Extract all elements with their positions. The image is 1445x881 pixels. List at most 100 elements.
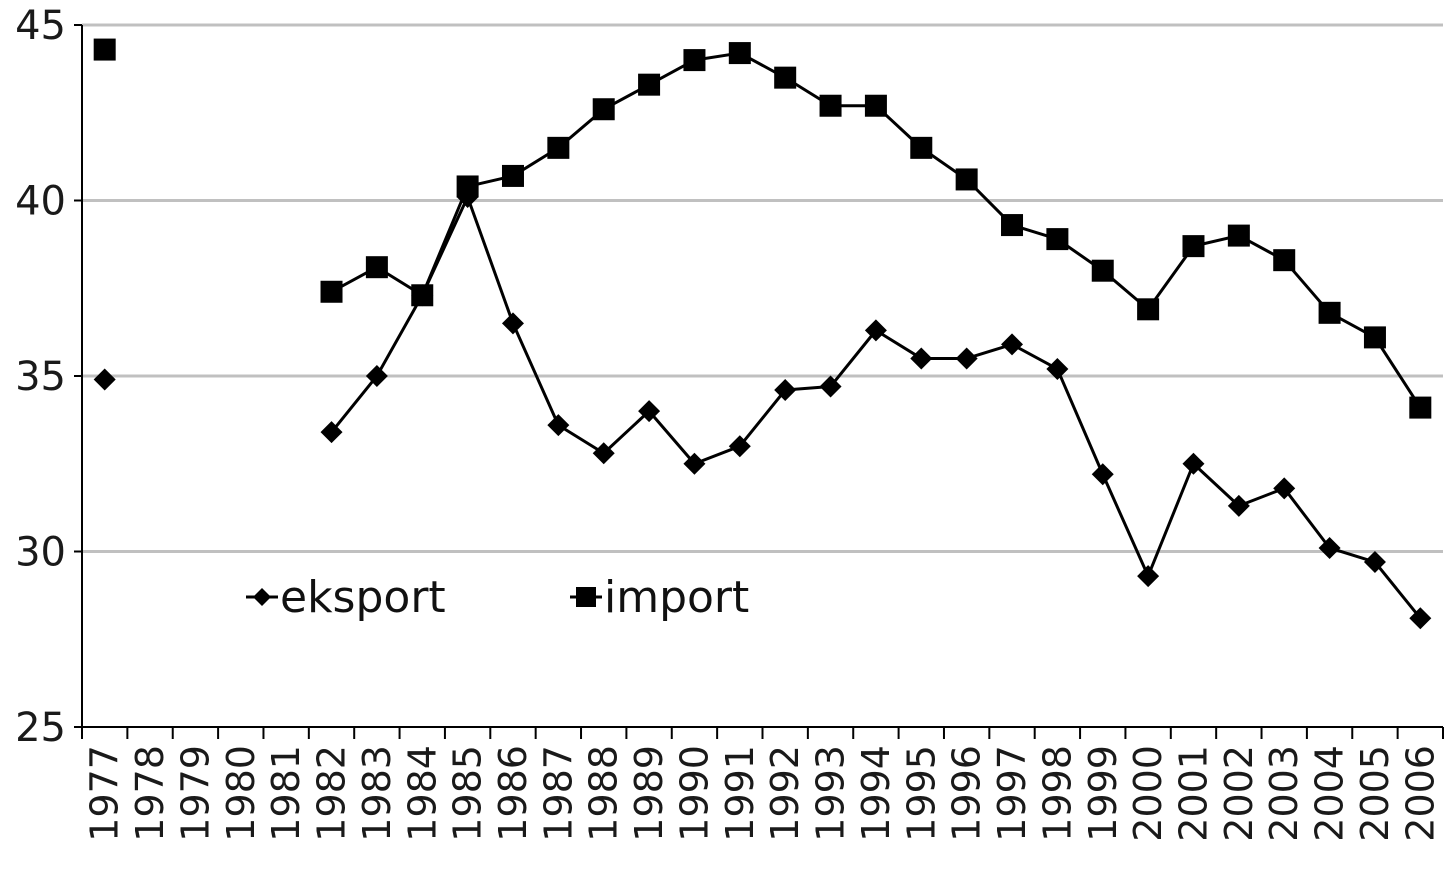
data-point-import bbox=[819, 94, 842, 117]
data-point-import bbox=[501, 164, 524, 187]
x-tick-label: 1977 bbox=[83, 745, 127, 842]
data-point-import bbox=[456, 175, 479, 198]
series-layer bbox=[93, 38, 1432, 630]
x-tick-label: 1978 bbox=[128, 745, 172, 842]
data-point-import bbox=[728, 42, 751, 65]
legend: eksport import bbox=[246, 572, 749, 623]
x-tick-label: 1992 bbox=[763, 745, 807, 842]
x-tick-label: 1985 bbox=[446, 745, 490, 842]
y-tick-label: 25 bbox=[15, 705, 66, 751]
data-point-eksport bbox=[1182, 452, 1205, 475]
data-point-eksport bbox=[320, 421, 343, 444]
grid-layer bbox=[82, 23, 1443, 553]
data-point-import bbox=[93, 38, 116, 61]
data-point-eksport bbox=[955, 347, 978, 370]
data-point-import bbox=[1227, 224, 1250, 247]
data-point-import bbox=[592, 98, 615, 121]
data-point-import bbox=[683, 49, 706, 72]
data-point-import bbox=[864, 94, 887, 117]
data-point-import bbox=[638, 73, 661, 96]
data-point-eksport bbox=[1137, 565, 1160, 588]
x-tick-label: 1988 bbox=[582, 745, 626, 842]
legend-item-import: import bbox=[570, 572, 749, 623]
data-point-eksport bbox=[1227, 494, 1250, 517]
data-point-eksport bbox=[547, 414, 570, 437]
data-point-import bbox=[1363, 326, 1386, 349]
y-tick-label: 35 bbox=[15, 354, 66, 400]
data-point-eksport bbox=[1273, 477, 1296, 500]
data-point-eksport bbox=[774, 379, 797, 402]
x-tick-label: 1982 bbox=[310, 745, 354, 842]
data-point-eksport bbox=[910, 347, 933, 370]
data-point-eksport bbox=[728, 435, 751, 458]
data-point-import bbox=[1001, 214, 1024, 237]
x-tick-label: 1991 bbox=[718, 745, 762, 842]
data-point-import bbox=[774, 66, 797, 89]
y-tick-label: 40 bbox=[15, 179, 66, 225]
data-point-import bbox=[1318, 301, 1341, 324]
data-point-import bbox=[1273, 249, 1296, 272]
x-tick-label: 1983 bbox=[355, 745, 399, 842]
x-tick-label: 1986 bbox=[491, 745, 535, 842]
data-point-import bbox=[320, 280, 343, 303]
x-tick-label: 1999 bbox=[1081, 745, 1125, 842]
x-tick-label: 2000 bbox=[1126, 745, 1170, 842]
legend-label: eksport bbox=[280, 572, 446, 623]
data-point-import bbox=[955, 168, 978, 191]
data-point-eksport bbox=[501, 312, 524, 335]
data-point-import bbox=[365, 256, 388, 279]
x-tick-label: 1998 bbox=[1035, 745, 1079, 842]
data-point-import bbox=[910, 136, 933, 159]
x-tick-label: 2002 bbox=[1217, 745, 1261, 842]
x-tick-label: 2005 bbox=[1353, 745, 1397, 842]
data-point-eksport bbox=[365, 365, 388, 387]
x-tick-label: 1997 bbox=[990, 745, 1034, 842]
x-tick-label: 1994 bbox=[854, 745, 898, 842]
data-point-eksport bbox=[638, 400, 661, 423]
x-tick-label: 2003 bbox=[1262, 745, 1306, 842]
x-tick-label: 1990 bbox=[672, 745, 716, 842]
x-tick-label: 2006 bbox=[1398, 745, 1442, 842]
data-point-import bbox=[1046, 228, 1069, 251]
data-point-eksport bbox=[1409, 607, 1432, 630]
data-point-import bbox=[1137, 298, 1160, 321]
data-point-eksport bbox=[1318, 536, 1341, 559]
data-point-import bbox=[547, 136, 570, 159]
legend-marker-square bbox=[576, 587, 596, 607]
series-line-eksport bbox=[330, 195, 1422, 620]
x-tick-label: 1984 bbox=[400, 745, 444, 842]
data-point-eksport bbox=[592, 442, 615, 465]
x-tick-label: 1996 bbox=[945, 745, 989, 842]
data-point-import bbox=[1409, 396, 1432, 419]
data-point-eksport bbox=[93, 368, 116, 391]
data-point-eksport bbox=[1001, 333, 1024, 356]
y-tick-label: 45 bbox=[15, 3, 66, 49]
x-tick-label: 2001 bbox=[1171, 745, 1215, 842]
x-tick-label: 1979 bbox=[173, 745, 217, 842]
data-point-eksport bbox=[1363, 551, 1386, 574]
data-point-eksport bbox=[819, 375, 842, 398]
x-tick-label: 1980 bbox=[219, 745, 263, 842]
data-point-import bbox=[1091, 259, 1114, 282]
data-point-eksport bbox=[1091, 463, 1114, 486]
series-eksport bbox=[93, 185, 1432, 630]
x-tick-label: 2004 bbox=[1308, 745, 1352, 842]
x-tick-label: 1981 bbox=[264, 745, 308, 842]
data-point-import bbox=[1182, 235, 1205, 258]
data-point-eksport bbox=[864, 319, 887, 342]
series-import bbox=[93, 38, 1432, 419]
data-point-eksport bbox=[683, 452, 706, 475]
x-tick-label: 1987 bbox=[536, 745, 580, 842]
x-tick-label: 1989 bbox=[627, 745, 671, 842]
legend-item-eksport: eksport bbox=[246, 572, 446, 623]
legend-marker-diamond bbox=[253, 588, 271, 606]
x-tick-label: 1993 bbox=[809, 745, 853, 842]
x-tick-label: 1995 bbox=[899, 745, 943, 842]
y-tick-label: 30 bbox=[15, 530, 66, 576]
data-point-eksport bbox=[1046, 357, 1069, 380]
legend-label: import bbox=[604, 572, 749, 623]
data-point-import bbox=[411, 284, 434, 307]
